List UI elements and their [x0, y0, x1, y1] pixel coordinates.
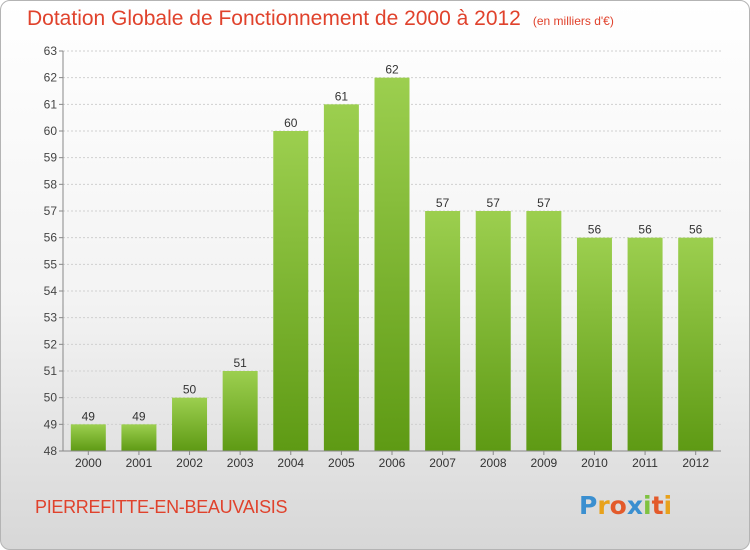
data-label: 56	[588, 223, 602, 237]
data-label: 56	[689, 223, 703, 237]
data-label: 57	[487, 196, 501, 210]
x-tick-label: 2002	[176, 456, 203, 470]
chart-title-text: Dotation Globale de Fonctionnement de 20…	[27, 7, 521, 30]
data-label: 49	[132, 409, 146, 423]
x-tick-label: 2004	[277, 456, 304, 470]
y-tick-label: 59	[44, 151, 58, 165]
data-label: 49	[82, 409, 96, 423]
data-labels: 49 49 50 51 60 61 62 57 57 57 56 56 56	[82, 63, 703, 424]
chart-unit: (en milliers d'€)	[532, 14, 614, 28]
logo-letter: r	[597, 491, 610, 520]
logo-letter: t	[651, 491, 664, 520]
bar-2006	[374, 77, 410, 452]
data-label: 57	[436, 196, 450, 210]
bar-2002	[172, 397, 208, 451]
x-tick-label: 2007	[429, 456, 456, 470]
bar-2010	[576, 237, 612, 451]
logo-letter: i	[643, 491, 652, 520]
bar-2011	[627, 237, 663, 451]
chart-title: Dotation Globale de Fonctionnement de 20…	[27, 7, 614, 31]
x-tick-label: 2005	[328, 456, 355, 470]
bar-2001	[121, 424, 157, 451]
logo-letter: i	[663, 491, 673, 520]
logo-letter: P	[579, 491, 598, 520]
y-tick-label: 50	[44, 391, 58, 405]
bar-2008	[475, 211, 511, 451]
bar-2009	[526, 211, 562, 451]
y-tick-label: 54	[44, 284, 58, 298]
x-tick-label: 2006	[379, 456, 406, 470]
logo-letter: x	[626, 491, 643, 520]
x-tick-label: 2012	[682, 456, 709, 470]
x-tick-label: 2008	[480, 456, 507, 470]
y-tick-label: 48	[44, 444, 58, 458]
y-tick-label: 57	[44, 204, 58, 218]
x-tick-label: 2000	[75, 456, 102, 470]
logo-letter: o	[609, 491, 627, 520]
bar-2003	[222, 371, 258, 451]
bar-2004	[273, 131, 309, 451]
data-label: 50	[183, 383, 197, 397]
proxiti-logo[interactable]: Proxiti	[579, 491, 672, 520]
data-label: 57	[537, 196, 551, 210]
y-tick-label: 56	[44, 231, 58, 245]
commune-name: PIERREFITTE-EN-BEAUVAISIS	[35, 497, 288, 517]
y-tick-label: 52	[44, 337, 58, 351]
y-tick-label: 61	[44, 97, 58, 111]
bars	[70, 77, 714, 452]
y-tick-label: 53	[44, 311, 58, 325]
y-tick-label: 62	[44, 71, 58, 85]
x-tick-label: 2010	[581, 456, 608, 470]
x-tick-label: 2011	[632, 456, 658, 470]
bar-2007	[425, 211, 461, 451]
bar-2005	[323, 104, 359, 451]
x-tick-label: 2003	[227, 456, 254, 470]
y-tick-label: 51	[44, 364, 58, 378]
bar-2012	[678, 237, 714, 451]
data-label: 60	[284, 116, 298, 130]
data-label: 61	[335, 89, 349, 103]
y-tick-label: 60	[44, 124, 58, 138]
y-axis: 48 49 50 51 52 53 54 55 56 57 58 59 60 61 62 63	[44, 44, 64, 458]
x-axis: 2000 2001 2002 2003 2004 2005 2006 2007 2008 2009…	[63, 450, 721, 470]
y-tick-label: 58	[44, 177, 58, 191]
x-tick-label: 2009	[530, 456, 557, 470]
data-label: 56	[638, 223, 652, 237]
y-tick-label: 63	[44, 44, 58, 58]
y-tick-label: 49	[44, 417, 58, 431]
data-label: 62	[385, 63, 399, 77]
y-tick-label: 55	[44, 257, 58, 271]
bar-2000	[70, 424, 106, 451]
x-tick-label: 2001	[126, 456, 153, 470]
data-label: 51	[233, 356, 247, 370]
